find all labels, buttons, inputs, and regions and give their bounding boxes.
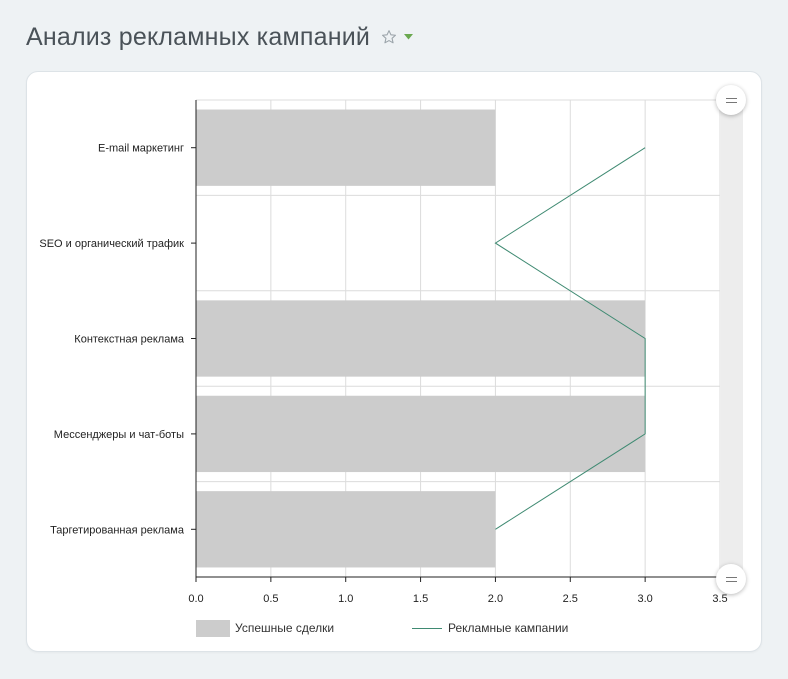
x-tick-label: 0.5 — [263, 593, 278, 605]
page-header: Анализ рекламных кампаний — [26, 20, 414, 54]
legend-item-bars[interactable]: Успешные сделки — [196, 617, 334, 639]
legend-swatch-line — [412, 627, 442, 629]
bar — [196, 491, 496, 568]
category-label: Мессенджеры и чат-боты — [54, 429, 184, 441]
category-label: E-mail маркетинг — [98, 143, 184, 155]
chart-scrollbar-track[interactable] — [721, 100, 743, 579]
legend-label-bars: Успешные сделки — [235, 621, 335, 635]
legend-label-line: Рекламные кампании — [448, 621, 569, 635]
x-tick-label: 3.0 — [637, 593, 652, 605]
series-line — [494, 147, 646, 530]
page-title: Анализ рекламных кампаний — [26, 22, 371, 51]
category-label: Таргетированная реклама — [50, 524, 185, 536]
x-tick-label: 1.5 — [413, 593, 428, 605]
bar — [196, 395, 646, 473]
legend-swatch-bars — [196, 619, 230, 637]
scroll-handle-bottom[interactable] — [716, 564, 746, 594]
category-label: SEO и органический трафик — [39, 238, 184, 250]
bar — [196, 300, 646, 377]
bar — [196, 109, 496, 186]
x-tick-label: 2.5 — [563, 593, 578, 605]
chevron-down-icon[interactable] — [402, 31, 414, 43]
x-tick-label: 3.5 — [712, 593, 727, 605]
x-tick-label: 2.0 — [488, 593, 503, 605]
x-tick-label: 0.0 — [188, 593, 203, 605]
star-outline-icon[interactable] — [380, 28, 398, 46]
category-label: Контекстная реклама — [74, 334, 185, 346]
x-tick-label: 1.0 — [338, 593, 353, 605]
grip-icon — [725, 576, 737, 582]
scroll-handle-top[interactable] — [716, 85, 746, 115]
legend-item-line[interactable]: Рекламные кампании — [412, 617, 568, 639]
grip-icon — [725, 97, 737, 103]
